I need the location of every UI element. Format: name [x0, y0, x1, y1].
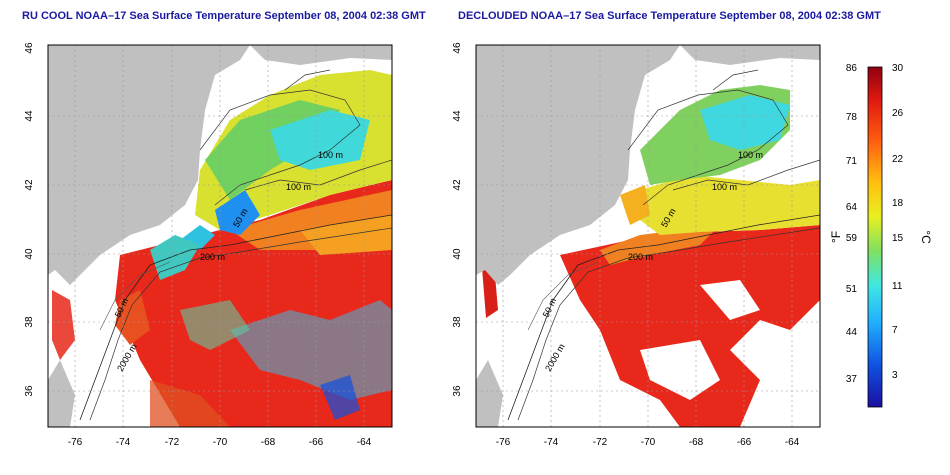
left-graticule: [48, 45, 392, 427]
c-tick-label: 18: [892, 198, 904, 209]
f-tick-label: 44: [846, 327, 858, 338]
right-contour-label: 200 m: [628, 252, 653, 262]
x-tick-label: -68: [689, 437, 704, 448]
right-sst-field: [476, 45, 820, 427]
left-map-frame: [47, 44, 393, 428]
y-tick-label: 44: [24, 110, 35, 122]
yellow-shelf-water: [640, 175, 820, 235]
colorbar: 86 78 71 64 59 51 44 37 30 26 22 18 15 1…: [829, 63, 933, 408]
right-contour-label: 100 m: [738, 150, 763, 160]
c-tick-label: 7: [892, 325, 898, 336]
c-tick-label: 26: [892, 108, 904, 119]
f-tick-label: 86: [846, 63, 858, 74]
cold-gulf-of-maine: [700, 95, 790, 150]
x-tick-label: -76: [496, 437, 511, 448]
f-tick-label: 59: [846, 233, 858, 244]
celsius-unit-label: °C: [919, 230, 933, 244]
colorbar-celsius-ticks: 30 26 22 18 15 11 7 3: [892, 63, 904, 381]
y-tick-label: 38: [24, 316, 35, 328]
left-sst-field: [48, 45, 392, 427]
y-tick-label: 44: [452, 110, 463, 122]
isobath-2000m: [507, 214, 820, 421]
f-tick-label: 78: [846, 112, 858, 123]
y-tick-label: 36: [452, 385, 463, 397]
y-tick-label: 38: [452, 316, 463, 328]
c-tick-label: 11: [892, 281, 903, 292]
left-contour-label: 200 m: [200, 252, 225, 262]
left-map: 100 m 100 m 50 m 200 m 50 m 2000 m -76 -…: [24, 42, 393, 448]
right-graticule: [476, 45, 820, 427]
y-tick-label: 40: [452, 248, 463, 260]
c-tick-label: 30: [892, 63, 904, 74]
c-tick-label: 3: [892, 370, 898, 381]
y-tick-label: 42: [24, 179, 35, 191]
x-tick-label: -72: [593, 437, 608, 448]
x-tick-label: -68: [261, 437, 276, 448]
y-tick-label: 46: [452, 42, 463, 54]
left-contour-label: 100 m: [318, 150, 343, 160]
right-map: 100 m 100 m 50 m 200 m 50 m 2000 m -76 -…: [452, 42, 821, 448]
x-tick-label: -70: [641, 437, 656, 448]
isobath-100m: [627, 89, 789, 206]
land-mass: [476, 45, 680, 285]
f-tick-label: 64: [846, 202, 858, 213]
f-tick-label: 71: [846, 156, 858, 167]
left-y-axis: 36 38 40 42 44 46: [24, 42, 35, 397]
y-tick-label: 40: [24, 248, 35, 260]
x-tick-label: -76: [68, 437, 83, 448]
right-map-title: DECLOUDED NOAA–17 Sea Surface Temperatur…: [458, 10, 881, 22]
y-tick-label: 42: [452, 179, 463, 191]
x-tick-label: -66: [309, 437, 324, 448]
cold-gulf-of-maine: [270, 110, 370, 170]
left-x-axis: -76 -74 -72 -70 -68 -66 -64: [68, 437, 372, 448]
colorbar-gradient: [867, 66, 883, 408]
x-tick-label: -74: [116, 437, 131, 448]
x-tick-label: -70: [213, 437, 228, 448]
x-tick-label: -72: [165, 437, 180, 448]
left-map-title: RU COOL NOAA–17 Sea Surface Temperature …: [22, 10, 426, 22]
x-tick-label: -64: [357, 437, 372, 448]
c-tick-label: 15: [892, 233, 904, 244]
fahrenheit-unit-label: °F: [829, 231, 843, 243]
right-map-frame: [475, 44, 821, 428]
y-tick-label: 36: [24, 385, 35, 397]
right-y-axis: 36 38 40 42 44 46: [452, 42, 463, 397]
right-x-axis: -76 -74 -72 -70 -68 -66 -64: [496, 437, 800, 448]
f-tick-label: 51: [846, 284, 858, 295]
f-tick-label: 37: [846, 374, 858, 385]
colorbar-fahrenheit-ticks: 86 78 71 64 59 51 44 37: [846, 63, 858, 385]
c-tick-label: 22: [892, 154, 904, 165]
isobath-100m: [199, 89, 361, 206]
x-tick-label: -74: [544, 437, 559, 448]
warm-water-region: [560, 225, 820, 427]
x-tick-label: -64: [785, 437, 800, 448]
land-mass: [48, 45, 250, 285]
isobath-2000m: [79, 214, 392, 421]
left-contour-label: 100 m: [286, 182, 311, 192]
right-contour-label: 100 m: [712, 182, 737, 192]
y-tick-label: 46: [24, 42, 35, 54]
x-tick-label: -66: [737, 437, 752, 448]
